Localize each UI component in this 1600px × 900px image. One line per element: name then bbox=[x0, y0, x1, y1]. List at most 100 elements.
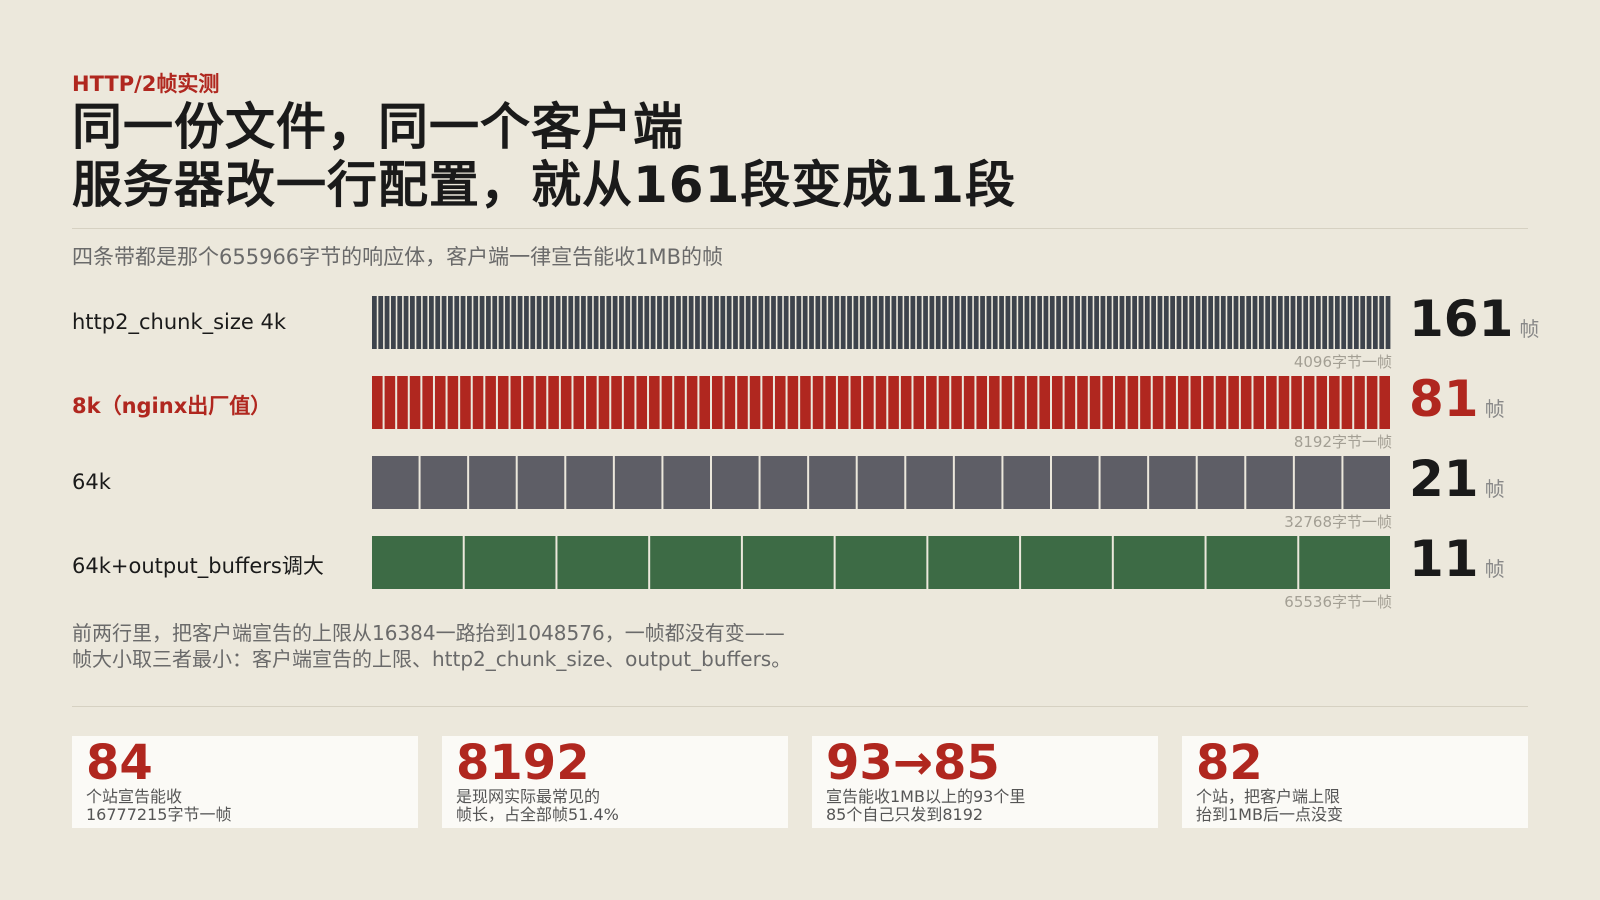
chart-row: 64k 21 帧 32768字节一帧 bbox=[72, 450, 1528, 538]
frame-segment bbox=[1253, 376, 1265, 429]
frame-segment bbox=[900, 376, 912, 429]
frame-segment bbox=[837, 376, 849, 429]
frame-segment bbox=[707, 296, 713, 349]
frame-segment bbox=[593, 296, 599, 349]
frame-segment bbox=[1127, 376, 1139, 429]
frame-segment bbox=[469, 456, 516, 509]
frame-segment bbox=[1266, 376, 1277, 429]
frame-segment bbox=[847, 296, 852, 349]
frame-segment bbox=[543, 296, 548, 349]
stat-label: 宣告能收1MB以上的93个里 85个自己只发到8192 bbox=[826, 788, 1025, 824]
frame-segment bbox=[809, 296, 814, 349]
frame-segment bbox=[1366, 376, 1378, 429]
frame-segment bbox=[954, 296, 960, 349]
frame-segment bbox=[850, 376, 862, 429]
frame-segment bbox=[1354, 376, 1365, 429]
frame-segment bbox=[802, 296, 808, 349]
frame-segment bbox=[742, 536, 834, 589]
frame-segment bbox=[1284, 296, 1290, 349]
frame-segment bbox=[1052, 376, 1063, 429]
frame-segment bbox=[497, 376, 509, 429]
frame-segment bbox=[1001, 376, 1013, 429]
frame-segment bbox=[623, 376, 635, 429]
frame-segment bbox=[733, 296, 738, 349]
frame-segment bbox=[980, 296, 985, 349]
frame-segment bbox=[885, 296, 890, 349]
frame-band bbox=[372, 376, 1390, 429]
frame-segment bbox=[1294, 456, 1342, 509]
frame-segment bbox=[625, 296, 631, 349]
frame-segment bbox=[638, 296, 643, 349]
frame-segment bbox=[875, 376, 887, 429]
frame-segment bbox=[904, 296, 909, 349]
frame-segment bbox=[479, 296, 485, 349]
frame-segment bbox=[1214, 296, 1220, 349]
chart-row: 8k（nginx出厂值） 81 帧 8192字节一帧 bbox=[72, 370, 1528, 458]
frame-segment bbox=[1119, 296, 1125, 349]
frame-segment bbox=[586, 376, 597, 429]
row-label: 64k bbox=[72, 470, 111, 494]
frame-segment bbox=[403, 296, 409, 349]
frame-segment bbox=[1277, 296, 1283, 349]
frame-segment bbox=[657, 296, 662, 349]
frame-segment bbox=[1113, 296, 1118, 349]
frame-band bbox=[372, 536, 1390, 589]
frame-segment bbox=[674, 376, 685, 429]
frame-segment bbox=[1138, 296, 1144, 349]
frame-segment bbox=[935, 296, 941, 349]
frame-segment bbox=[1366, 296, 1372, 349]
frame-segment bbox=[447, 376, 459, 429]
frame-segment bbox=[906, 456, 953, 509]
row-label: 8k（nginx出厂值） bbox=[72, 394, 272, 418]
frame-segment bbox=[777, 296, 783, 349]
stat-value: 8192 bbox=[456, 735, 590, 791]
stat-card: 93→85 宣告能收1MB以上的93个里 85个自己只发到8192 bbox=[812, 736, 1158, 828]
frame-segment bbox=[948, 296, 954, 349]
frame-segment bbox=[771, 296, 776, 349]
frame-segment bbox=[1303, 296, 1309, 349]
frame-segment bbox=[612, 296, 618, 349]
frame-segment bbox=[492, 296, 498, 349]
frame-segment bbox=[783, 296, 789, 349]
frame-segment bbox=[1165, 376, 1176, 429]
frame-segment bbox=[598, 376, 610, 429]
frame-segment bbox=[517, 296, 523, 349]
divider bbox=[72, 706, 1528, 707]
frame-segment bbox=[737, 376, 748, 429]
frame-segment bbox=[1328, 296, 1334, 349]
frame-segment bbox=[897, 296, 903, 349]
stat-label-line: 宣告能收1MB以上的93个里 bbox=[826, 787, 1026, 806]
frame-count: 81 帧 bbox=[1409, 370, 1505, 428]
frame-segment bbox=[384, 296, 390, 349]
frame-segment bbox=[435, 296, 441, 349]
frame-segment bbox=[1077, 376, 1088, 429]
frame-segment bbox=[397, 376, 408, 429]
frame-segment bbox=[1291, 376, 1302, 429]
frame-segment bbox=[606, 296, 612, 349]
frame-segment bbox=[1379, 296, 1385, 349]
frame-segment bbox=[821, 296, 827, 349]
frame-segment bbox=[1329, 376, 1340, 429]
frame-segment bbox=[1203, 376, 1214, 429]
chart-row: 64k+output_buffers调大 11 帧 65536字节一帧 bbox=[72, 530, 1528, 618]
frame-size-caption: 8192字节一帧 bbox=[1293, 433, 1392, 451]
frame-segment bbox=[372, 296, 377, 349]
row-label: http2_chunk_size 4k bbox=[72, 310, 287, 334]
frame-segment bbox=[560, 376, 572, 429]
frame-segment bbox=[1258, 296, 1264, 349]
frame-segment bbox=[739, 296, 745, 349]
frame-segment bbox=[573, 376, 585, 429]
stat-label-line: 是现网实际最常见的 bbox=[456, 787, 601, 806]
frame-band bbox=[372, 456, 1390, 509]
kicker: HTTP/2帧实测 bbox=[72, 72, 220, 96]
frame-segment bbox=[1201, 296, 1207, 349]
frame-segment bbox=[699, 376, 710, 429]
frame-segment bbox=[676, 296, 681, 349]
frame-segment bbox=[372, 536, 463, 589]
frame-segment bbox=[1014, 376, 1025, 429]
frame-segment bbox=[1151, 296, 1156, 349]
frame-segment bbox=[1102, 376, 1113, 429]
frame-segment bbox=[1037, 296, 1042, 349]
stat-label: 个站宣告能收 16777215字节一帧 bbox=[86, 788, 231, 824]
frame-segment bbox=[872, 296, 878, 349]
